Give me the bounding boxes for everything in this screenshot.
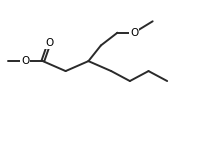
- Text: O: O: [130, 28, 138, 38]
- Text: O: O: [45, 38, 53, 48]
- Text: O: O: [21, 56, 29, 66]
